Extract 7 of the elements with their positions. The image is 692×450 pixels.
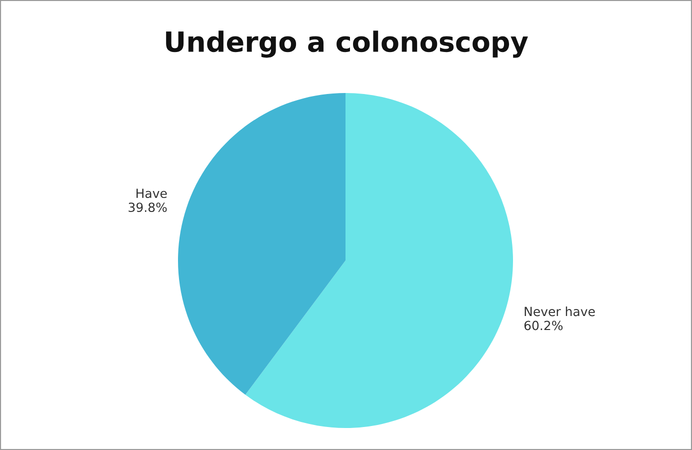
pie-slice [245, 93, 513, 428]
pie-slice [178, 93, 346, 395]
data-label: 39.8% [128, 202, 167, 212]
slice-label: Never have [524, 306, 595, 316]
data-label: 60.2% [524, 320, 563, 330]
slice-label: Have [136, 188, 167, 198]
chart-title: Undergo a colonoscopy [166, 30, 528, 58]
